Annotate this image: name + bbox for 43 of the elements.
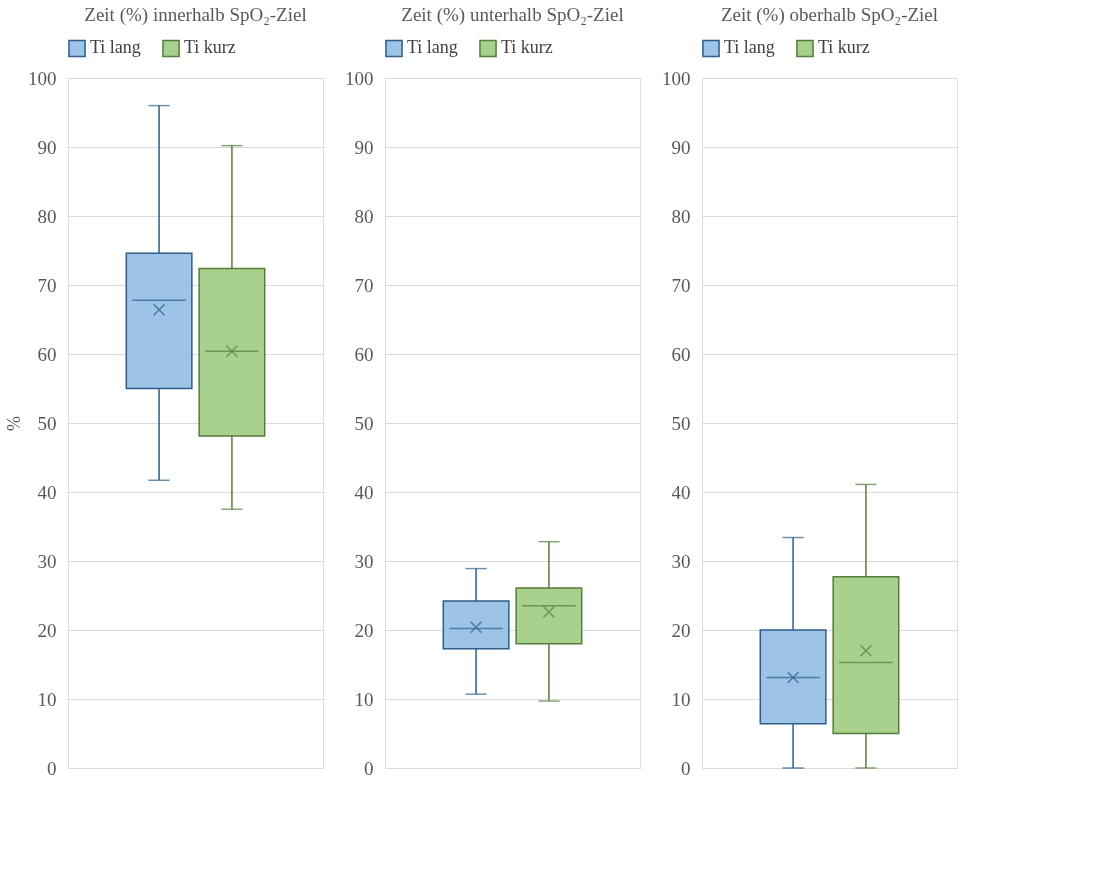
y-tick-label: 20: [671, 619, 691, 641]
y-tick-label: 80: [671, 205, 691, 227]
y-tick-label: 100: [28, 67, 57, 89]
y-tick-label: 50: [671, 412, 691, 434]
legend-label: Ti lang: [407, 37, 458, 58]
y-tick-label: 90: [671, 136, 691, 158]
legend-label: Ti kurz: [501, 37, 553, 58]
y-tick-label: 50: [37, 412, 57, 434]
chart-title: Zeit (%) innerhalb SpO₂-Ziel: [84, 4, 307, 26]
y-tick-label: 90: [354, 136, 374, 158]
y-tick-label: 0: [364, 757, 374, 779]
y-tick-label: 70: [37, 274, 57, 296]
y-tick-label: 70: [354, 274, 374, 296]
y-tick-label: 40: [671, 481, 691, 503]
y-axis-title: %: [4, 416, 24, 431]
y-tick-label: 10: [671, 688, 691, 710]
y-tick-label: 20: [37, 619, 57, 641]
y-tick-label: 30: [354, 550, 374, 572]
y-tick-label: 60: [354, 343, 374, 365]
y-tick-label: 30: [671, 550, 691, 572]
y-tick-label: 10: [37, 688, 57, 710]
y-tick-label: 60: [37, 343, 57, 365]
chart-title: Zeit (%) oberhalb SpO₂-Ziel: [720, 4, 939, 26]
y-tick-label: 40: [354, 481, 374, 503]
y-tick-label: 60: [671, 343, 691, 365]
y-tick-label: 50: [354, 412, 374, 434]
y-tick-label: 100: [345, 67, 374, 89]
legend-label: Ti lang: [90, 37, 141, 58]
chart-title: Zeit (%) unterhalb SpO₂-Ziel: [401, 4, 624, 26]
legend-label: Ti kurz: [184, 37, 236, 58]
y-tick-label: 0: [681, 757, 691, 779]
y-tick-label: 80: [354, 205, 374, 227]
y-tick-label: 30: [37, 550, 57, 572]
legend-label: Ti kurz: [818, 37, 870, 58]
y-tick-label: 70: [671, 274, 691, 296]
y-tick-label: 0: [47, 757, 57, 779]
y-tick-label: 100: [662, 67, 691, 89]
y-tick-label: 90: [37, 136, 57, 158]
y-tick-label: 40: [37, 481, 57, 503]
y-tick-label: 20: [354, 619, 374, 641]
y-tick-label: 80: [37, 205, 57, 227]
y-tick-label: 10: [354, 688, 374, 710]
legend-label: Ti lang: [724, 37, 775, 58]
